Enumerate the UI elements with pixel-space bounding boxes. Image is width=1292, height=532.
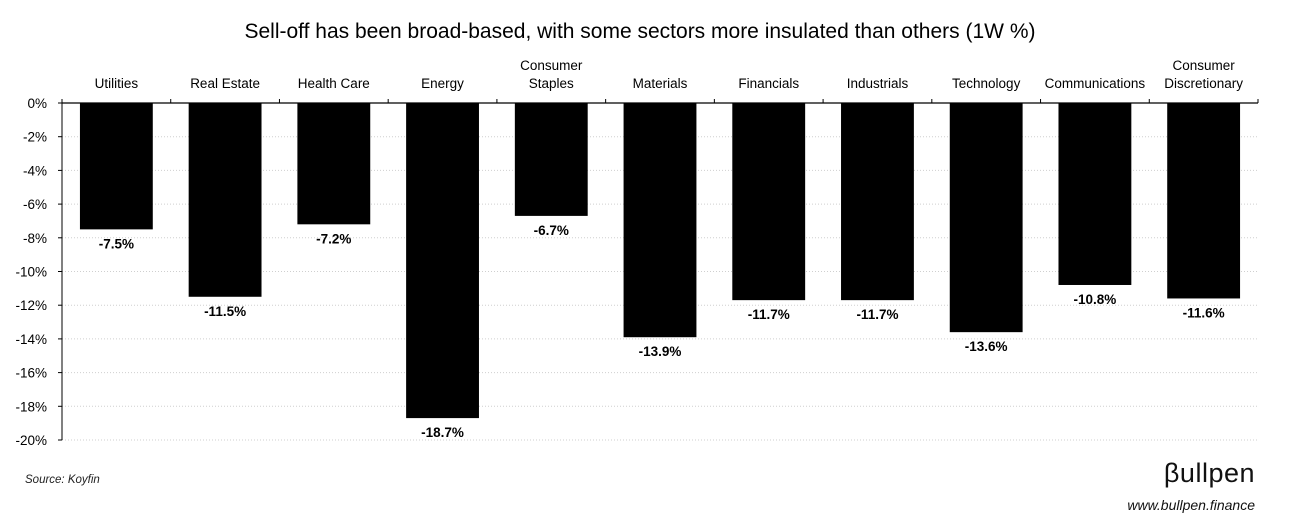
data-label: -13.9%	[639, 344, 682, 359]
y-tick-label: -18%	[15, 399, 47, 414]
data-label: -11.7%	[748, 307, 790, 322]
data-label: -7.5%	[99, 236, 134, 251]
y-tick-labels: 0% -2% -4% -6% -8% -10% -12% -14% -16% -18% -20%	[15, 96, 47, 448]
y-tick-label: -10%	[15, 265, 47, 280]
y-tick-label: -20%	[15, 433, 47, 448]
category-label: Communications	[1045, 76, 1146, 91]
category-label: Technology	[952, 76, 1021, 91]
data-label: -11.7%	[856, 307, 898, 322]
category-label: Utilities	[95, 76, 139, 91]
category-label: Consumer	[1172, 58, 1235, 73]
data-label: -13.6%	[965, 339, 1008, 354]
category-label: Discretionary	[1164, 76, 1243, 91]
data-label: -11.5%	[204, 304, 246, 319]
bar	[841, 103, 914, 301]
bar	[514, 103, 588, 216]
brand-logo: βullpen	[1163, 458, 1255, 488]
bar	[1167, 103, 1241, 299]
bar	[623, 103, 697, 338]
data-label: -18.7%	[421, 425, 464, 440]
y-tick-label: -14%	[15, 332, 47, 347]
category-label: Energy	[421, 76, 464, 91]
y-tick-label: -8%	[23, 231, 47, 246]
bar	[79, 103, 153, 230]
y-tick-label: 0%	[27, 96, 47, 111]
y-tick-label: -6%	[23, 197, 47, 212]
category-label: Health Care	[298, 76, 370, 91]
brand-url: www.bullpen.finance	[1127, 497, 1255, 513]
bar	[732, 103, 806, 301]
category-label: Materials	[633, 76, 688, 91]
category-label: Staples	[529, 76, 574, 91]
data-label: -6.7%	[534, 223, 569, 238]
chart-title: Sell-off has been broad-based, with some…	[244, 20, 1035, 43]
bar	[297, 103, 371, 225]
bar	[1058, 103, 1132, 285]
category-labels: Utilities Real Estate Health Care Energy Con…	[95, 58, 1244, 91]
bar	[188, 103, 262, 297]
category-label: Real Estate	[190, 76, 260, 91]
y-tick-label: -4%	[23, 163, 47, 178]
data-label: -10.8%	[1074, 292, 1117, 307]
category-label: Industrials	[847, 76, 909, 91]
data-labels: -7.5% -11.5% -7.2% -18.7% -6.7% -13.9% -11.7% -…	[99, 223, 1225, 440]
y-tick-label: -2%	[23, 130, 47, 145]
category-label: Financials	[738, 76, 799, 91]
bars	[79, 103, 1241, 419]
y-tick-label: -12%	[15, 298, 47, 313]
data-label: -7.2%	[316, 231, 351, 246]
bar	[406, 103, 479, 419]
source-note: Source: Koyfin	[25, 474, 100, 486]
data-label: -11.6%	[1183, 305, 1225, 320]
axes	[58, 99, 1259, 441]
category-label: Consumer	[520, 58, 583, 73]
y-tick-label: -16%	[15, 366, 47, 381]
bar	[949, 103, 1023, 333]
